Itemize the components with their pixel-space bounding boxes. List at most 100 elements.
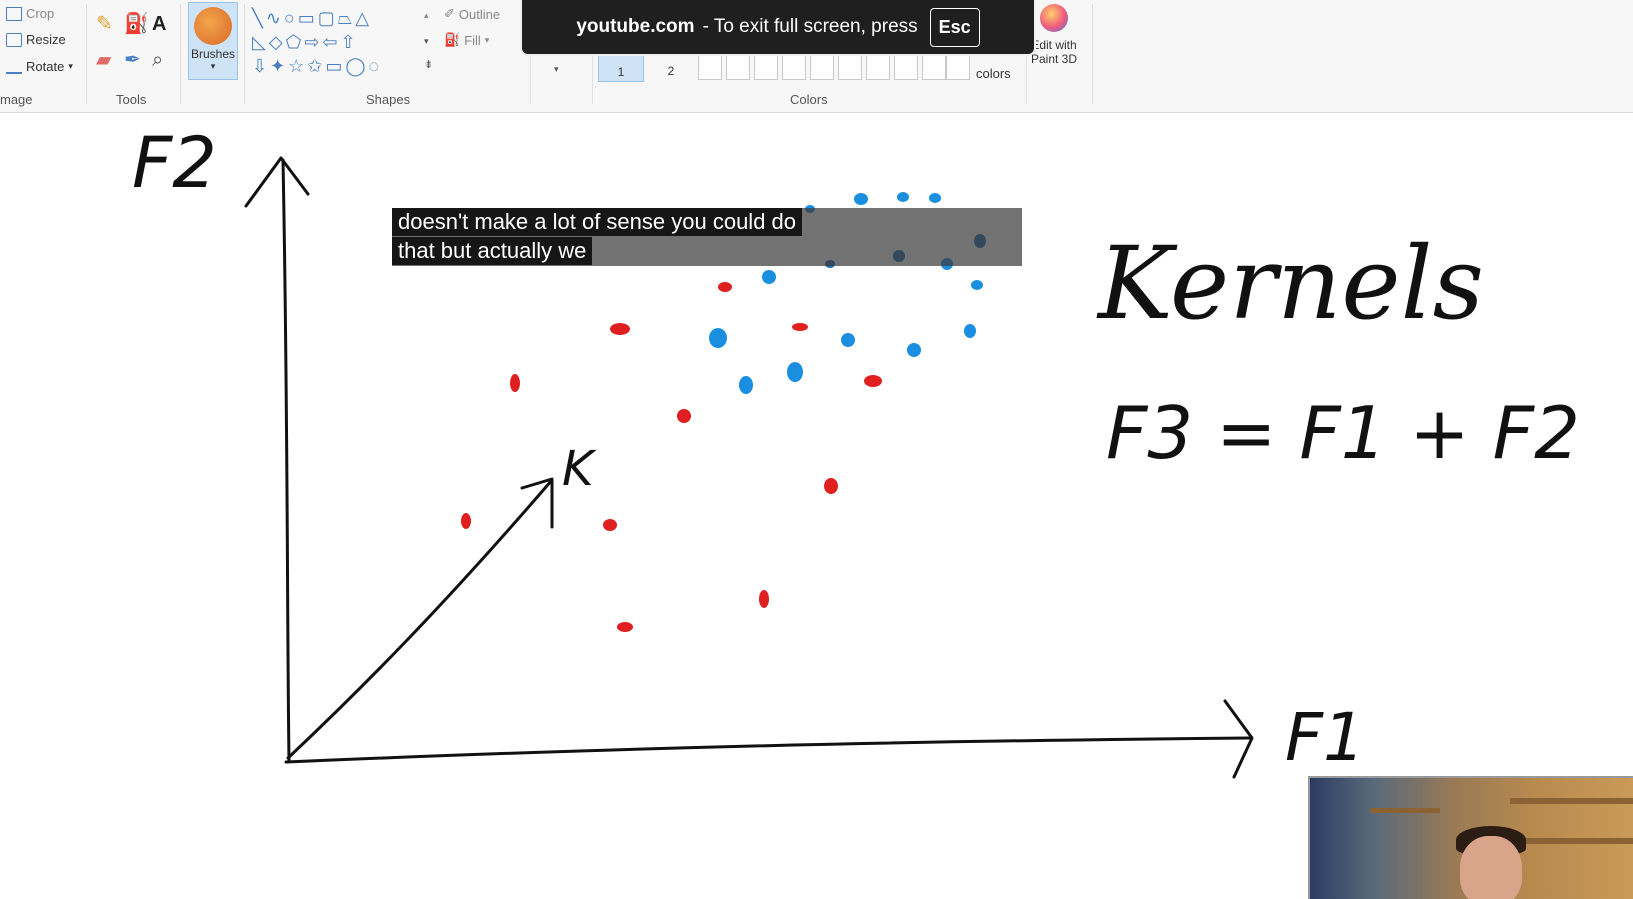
paint-canvas[interactable]: F2 F1 K Kernels F3 = F1 + F2: [0, 113, 1633, 899]
whiteboard-drawing: F2 F1 K Kernels F3 = F1 + F2: [132, 122, 1580, 779]
blue-point: [739, 376, 753, 394]
red-point: [610, 323, 630, 335]
shapes-group-label: Shapes: [366, 92, 411, 107]
crop-button[interactable]: Crop: [6, 6, 54, 21]
text-tool-icon[interactable]: A: [152, 13, 167, 35]
resize-icon: [6, 32, 22, 47]
kernel-equation: F3 = F1 + F2: [1106, 391, 1580, 475]
shapes-scroll-up-icon[interactable]: ▴: [424, 10, 429, 20]
shapes-row: ╲∿○▭▢⏢△: [252, 8, 373, 28]
ribbon-divider: [1092, 4, 1093, 104]
y-axis-arrowhead: [244, 156, 310, 208]
resize-button[interactable]: Resize: [6, 32, 66, 47]
x-axis-line: [284, 736, 1252, 764]
red-point: [792, 323, 808, 331]
eraser-icon[interactable]: ▰: [96, 49, 112, 71]
bookshelf: [1370, 808, 1440, 813]
blue-point: [964, 324, 976, 338]
outline-button[interactable]: ✐ Outline: [444, 6, 500, 22]
red-point: [617, 622, 633, 632]
blue-point: [787, 362, 803, 382]
image-group-label: mage: [0, 92, 33, 107]
y-axis-line: [281, 158, 291, 762]
color1-label: 1: [617, 65, 625, 79]
fill-icon: ⛽: [444, 32, 461, 47]
diag-axis-arrowhead: [520, 477, 554, 529]
crop-icon: [6, 6, 22, 21]
chevron-down-icon: ▾: [210, 61, 216, 71]
ribbon-divider: [86, 4, 87, 104]
caption-line-1: doesn't make a lot of sense you could do: [392, 208, 803, 236]
color-swatch[interactable]: [838, 52, 862, 80]
fill-button[interactable]: ⛽ Fill ▾: [444, 32, 489, 48]
video-caption: doesn't make a lot of sense you could do…: [392, 208, 1022, 266]
red-point: [677, 409, 691, 423]
kernels-title: Kernels: [1096, 225, 1484, 342]
rotate-button[interactable]: Rotate ▾: [6, 58, 73, 74]
blue-point: [709, 328, 727, 348]
outline-label: Outline: [458, 6, 501, 22]
brush-icon: [194, 7, 232, 45]
red-point: [864, 375, 882, 387]
color-swatch[interactable]: [866, 52, 890, 80]
webcam-overlay: [1308, 776, 1633, 899]
rotate-dropdown-icon: ▾: [68, 60, 73, 71]
color-swatch[interactable]: [754, 52, 778, 80]
fill-bucket-icon[interactable]: ⛽: [124, 13, 149, 35]
color-swatch[interactable]: [922, 52, 946, 80]
crop-label: Crop: [26, 6, 55, 21]
chevron-down-icon: ▾: [484, 34, 490, 45]
toast-domain: youtube.com: [576, 16, 695, 37]
color-swatch[interactable]: [894, 52, 918, 80]
shapes-scroll-down-icon[interactable]: ▾: [424, 36, 429, 46]
edit-colors-button[interactable]: colors: [976, 66, 1011, 81]
blue-point: [841, 333, 855, 347]
esc-key-badge: Esc: [929, 7, 980, 47]
blue-point: [929, 193, 941, 203]
edit-with-paint3d-button[interactable]: Edit with Paint 3D: [1024, 4, 1084, 66]
paint3d-label-line1: Edit with: [1031, 38, 1077, 52]
toast-message: - To exit full screen, press: [702, 16, 918, 37]
brushes-button[interactable]: Brushes ▾: [188, 2, 238, 80]
outline-icon: ✐: [444, 6, 455, 21]
brushes-label: Brushes: [190, 47, 236, 61]
red-points: [461, 282, 882, 632]
color-swatch[interactable]: [782, 52, 806, 80]
color-swatch[interactable]: [726, 52, 750, 80]
ribbon-divider: [244, 4, 245, 104]
color2-label: 2: [667, 64, 675, 78]
red-point: [759, 590, 769, 608]
red-point: [824, 478, 838, 494]
y-axis-label: F2: [132, 122, 217, 204]
paint3d-label-line2: Paint 3D: [1030, 52, 1078, 66]
pencil-icon[interactable]: ✎: [96, 13, 113, 35]
color-picker-icon[interactable]: ✒: [124, 49, 141, 71]
person-face: [1460, 836, 1522, 899]
shapes-more-icon[interactable]: ⇟: [424, 59, 434, 71]
blue-point: [897, 192, 909, 202]
rotate-icon: [6, 58, 22, 74]
blue-point: [971, 280, 983, 290]
x-axis-label: F1: [1285, 699, 1365, 776]
x-axis-arrowhead: [1223, 699, 1254, 779]
shapes-row: ◺◇⬠⇨⇦⇧: [252, 32, 359, 52]
size-dropdown-icon[interactable]: ▾: [554, 64, 559, 74]
blue-point: [762, 270, 776, 284]
color-swatch[interactable]: [698, 52, 722, 80]
fill-label: Fill: [464, 32, 481, 48]
diag-axis-label: K: [562, 441, 597, 497]
diag-axis-line: [286, 478, 554, 760]
magnifier-icon[interactable]: ⌕: [152, 49, 164, 71]
shapes-gallery[interactable]: ╲∿○▭▢⏢△ ◺◇⬠⇨⇦⇧ ⇩✦☆✩▭◯◌: [252, 6, 422, 78]
color2-selector[interactable]: 2: [648, 50, 694, 82]
shapes-row: ⇩✦☆✩▭◯◌: [252, 56, 383, 76]
fullscreen-exit-notice: youtube.com - To exit full screen, press…: [520, 0, 1036, 56]
tools-group-label: Tools: [116, 92, 147, 107]
red-point: [718, 282, 732, 292]
color-swatch[interactable]: [946, 52, 970, 80]
blue-point: [907, 343, 921, 357]
red-point: [510, 374, 520, 392]
color-swatch[interactable]: [810, 52, 834, 80]
caption-line-2: that but actually we: [392, 237, 593, 265]
bookshelf: [1510, 798, 1633, 804]
